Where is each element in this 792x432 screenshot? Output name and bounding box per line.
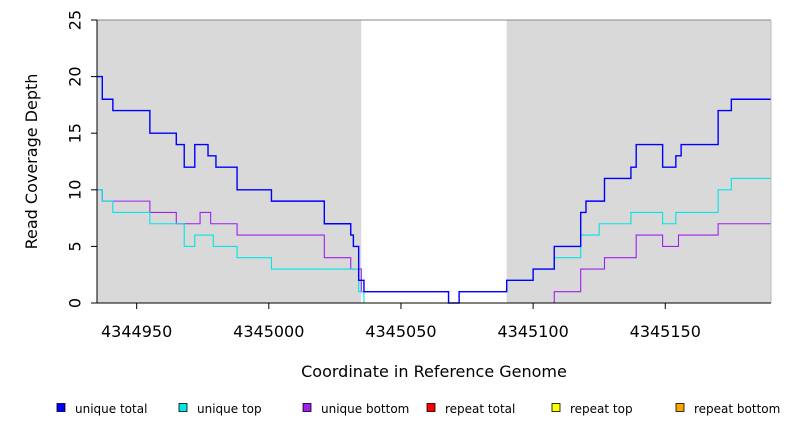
x-tick-label: 4344950 bbox=[101, 322, 172, 341]
axes-layer: 0 5 10 15 20 25 4344950 4345000 4345050 4345100 43… bbox=[66, 10, 772, 341]
y-tick-label: 25 bbox=[66, 10, 85, 30]
legend-swatch-unique-top bbox=[178, 403, 188, 412]
legend-label-repeat-bottom: repeat bottom bbox=[694, 402, 780, 416]
x-tick-label: 4345050 bbox=[365, 322, 436, 341]
x-tick-label: 4345000 bbox=[233, 322, 304, 341]
legend-label-repeat-top: repeat top bbox=[570, 402, 633, 416]
x-tick-label: 4345100 bbox=[497, 322, 568, 341]
y-tick-label: 10 bbox=[66, 180, 85, 200]
plot-background bbox=[97, 20, 771, 303]
legend-swatch-repeat-total bbox=[426, 403, 436, 412]
legend-label-unique-bottom: unique bottom bbox=[321, 402, 409, 416]
legend-label-repeat-total: repeat total bbox=[445, 402, 515, 416]
y-tick-label: 15 bbox=[66, 123, 85, 143]
legend-swatch-unique-total bbox=[56, 403, 66, 412]
y-tick-label: 20 bbox=[66, 66, 85, 86]
legend-swatch-repeat-top bbox=[551, 403, 561, 412]
x-tick-label: 4345150 bbox=[630, 322, 701, 341]
y-tick-label: 5 bbox=[66, 241, 85, 251]
y-tick-label: 0 bbox=[66, 298, 85, 308]
x-axis-label: Coordinate in Reference Genome bbox=[301, 362, 567, 381]
y-axis-label: Read Coverage Depth bbox=[22, 74, 41, 250]
series-line-unique-total bbox=[97, 75, 771, 304]
legend-label-unique-total: unique total bbox=[75, 402, 147, 416]
legend-swatch-repeat-bottom bbox=[675, 403, 685, 412]
legend: unique total unique top unique bottom repea… bbox=[56, 402, 780, 416]
highlight-region bbox=[361, 20, 507, 303]
legend-swatch-unique-bottom bbox=[302, 403, 312, 412]
legend-label-unique-top: unique top bbox=[197, 402, 262, 416]
